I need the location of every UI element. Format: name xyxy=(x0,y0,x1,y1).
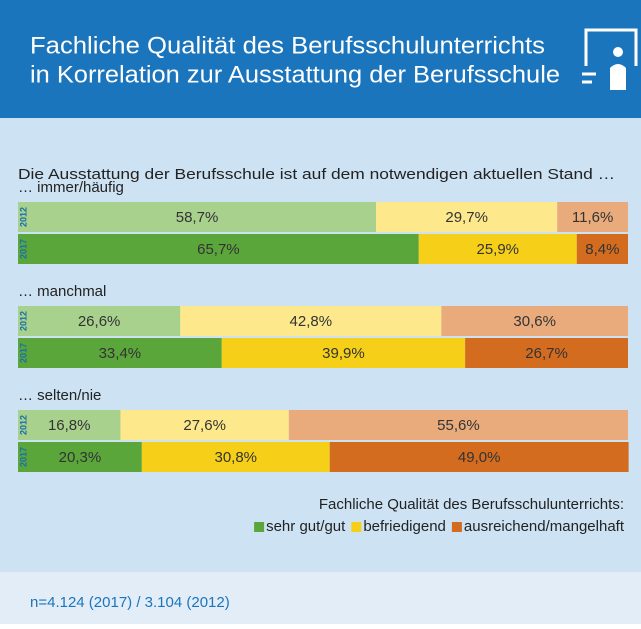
value-label: 29,7% xyxy=(445,209,488,226)
value-label: 25,9% xyxy=(476,241,519,258)
value-label: 58,7% xyxy=(176,209,219,226)
bar-segment xyxy=(18,442,142,472)
bar-segment xyxy=(418,234,577,264)
bar-segment xyxy=(376,202,558,232)
value-label: 27,6% xyxy=(183,417,226,434)
legend-label: befriedigend xyxy=(363,518,446,535)
value-label: 49,0% xyxy=(458,449,501,466)
legend-label: ausreichend/mangelhaft xyxy=(464,518,625,535)
chart-title: Fachliche Qualität des Berufsschulunterr… xyxy=(30,32,545,59)
bar-segment xyxy=(18,306,181,336)
chart-subtitle: Die Ausstattung der Berufsschule ist auf… xyxy=(18,166,615,183)
value-label: 11,6% xyxy=(572,209,613,226)
chart-title: in Korrelation zur Ausstattung der Beruf… xyxy=(30,61,560,88)
bar-segment xyxy=(180,306,442,336)
bar-segment xyxy=(221,338,466,368)
value-label: 26,6% xyxy=(78,313,121,330)
year-label: 2012 xyxy=(18,415,28,435)
value-label: 42,8% xyxy=(290,313,333,330)
year-label: 2012 xyxy=(18,311,28,331)
legend-swatch xyxy=(254,522,265,532)
year-label: 2012 xyxy=(18,207,28,227)
value-label: 55,6% xyxy=(437,417,480,434)
value-label: 30,8% xyxy=(214,449,257,466)
category-label: … manchmal xyxy=(18,283,106,300)
legend-swatch xyxy=(351,522,362,532)
legend-swatch xyxy=(451,522,462,532)
value-label: 26,7% xyxy=(525,345,568,362)
year-label: 2017 xyxy=(18,447,28,467)
value-label: 65,7% xyxy=(197,241,240,258)
bar-segment xyxy=(329,442,629,472)
bar-segment xyxy=(18,234,419,264)
year-label: 2017 xyxy=(18,343,28,363)
value-label: 33,4% xyxy=(99,345,142,362)
bar-segment xyxy=(288,410,628,440)
bar-segment xyxy=(441,306,628,336)
footnote: n=4.124 (2017) / 3.104 (2012) xyxy=(30,594,230,611)
legend-label: sehr gut/gut xyxy=(266,518,346,535)
category-label: … immer/häufig xyxy=(18,179,124,196)
value-label: 16,8% xyxy=(48,417,91,434)
category-label: … selten/nie xyxy=(18,387,101,404)
presenter-icon xyxy=(582,28,638,90)
value-label: 20,3% xyxy=(59,449,102,466)
year-label: 2017 xyxy=(18,239,28,259)
bar-segment xyxy=(141,442,330,472)
bar-segment xyxy=(18,338,222,368)
legend-title: Fachliche Qualität des Berufsschulunterr… xyxy=(319,496,624,513)
bar-segment xyxy=(18,202,377,232)
bar-segment xyxy=(465,338,628,368)
footer-background xyxy=(0,572,641,624)
value-label: 39,9% xyxy=(322,345,365,362)
value-label: 8,4% xyxy=(585,241,619,258)
bar-segment xyxy=(120,410,289,440)
bar-segment xyxy=(557,202,628,232)
bar-segment xyxy=(18,410,121,440)
value-label: 30,6% xyxy=(513,313,556,330)
bar-segment xyxy=(576,234,628,264)
header-background xyxy=(0,0,641,118)
